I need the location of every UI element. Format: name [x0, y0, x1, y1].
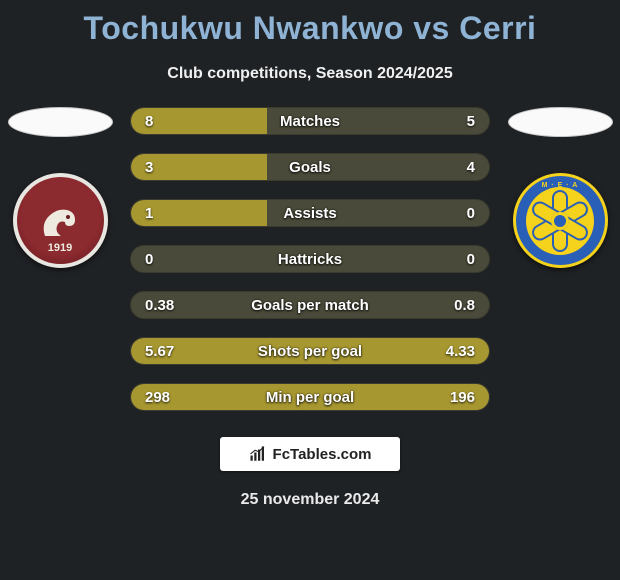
- chart-icon: [249, 445, 267, 463]
- player-left-column: 1919: [0, 107, 120, 268]
- player-right-column: M · E · A: [500, 107, 620, 268]
- stat-label: Hattricks: [131, 246, 489, 272]
- player-left-photo-placeholder: [8, 107, 113, 137]
- comparison-main: 1919 M · E · A 85Matches 34Goals 10Assists…: [0, 107, 620, 411]
- stat-value-left: 0.38: [131, 292, 188, 318]
- stat-value-right: 0: [453, 200, 489, 226]
- page-title: Tochukwu Nwankwo vs Cerri: [0, 0, 620, 47]
- stat-value-left: 0: [131, 246, 167, 272]
- stat-row: 0.38 0.8Goals per match: [130, 291, 490, 319]
- stat-value-right: 0.8: [440, 292, 489, 318]
- player-right-club-badge: M · E · A: [513, 173, 608, 268]
- stat-value-right: 4: [453, 154, 489, 180]
- stat-row: 85Matches: [130, 107, 490, 135]
- footer-date: 25 november 2024: [0, 491, 620, 509]
- badge-year-label: 1919: [17, 242, 104, 254]
- stat-label: Goals per match: [131, 292, 489, 318]
- brand-badge[interactable]: FcTables.com: [220, 437, 400, 471]
- stat-fill-left: [131, 154, 267, 180]
- player-left-club-badge: 1919: [13, 173, 108, 268]
- seahorse-icon: [35, 196, 85, 246]
- brand-label: FcTables.com: [273, 446, 372, 463]
- stat-bars: 85Matches34Goals10Assists00Hattricks0.38…: [130, 107, 490, 411]
- stat-row: 5.674.33Shots per goal: [130, 337, 490, 365]
- stat-fill-left: [131, 200, 267, 226]
- stat-row: 298196Min per goal: [130, 383, 490, 411]
- stat-value-right: 5: [453, 108, 489, 134]
- stat-row: 0 0Hattricks: [130, 245, 490, 273]
- stat-value-right: 0: [453, 246, 489, 272]
- stat-row: 10Assists: [130, 199, 490, 227]
- stat-fill-left: [131, 384, 489, 410]
- wheel-icon: [526, 187, 594, 255]
- page-subtitle: Club competitions, Season 2024/2025: [0, 65, 620, 83]
- stat-fill-left: [131, 338, 489, 364]
- player-right-photo-placeholder: [508, 107, 613, 137]
- stat-fill-left: [131, 108, 267, 134]
- stat-row: 34Goals: [130, 153, 490, 181]
